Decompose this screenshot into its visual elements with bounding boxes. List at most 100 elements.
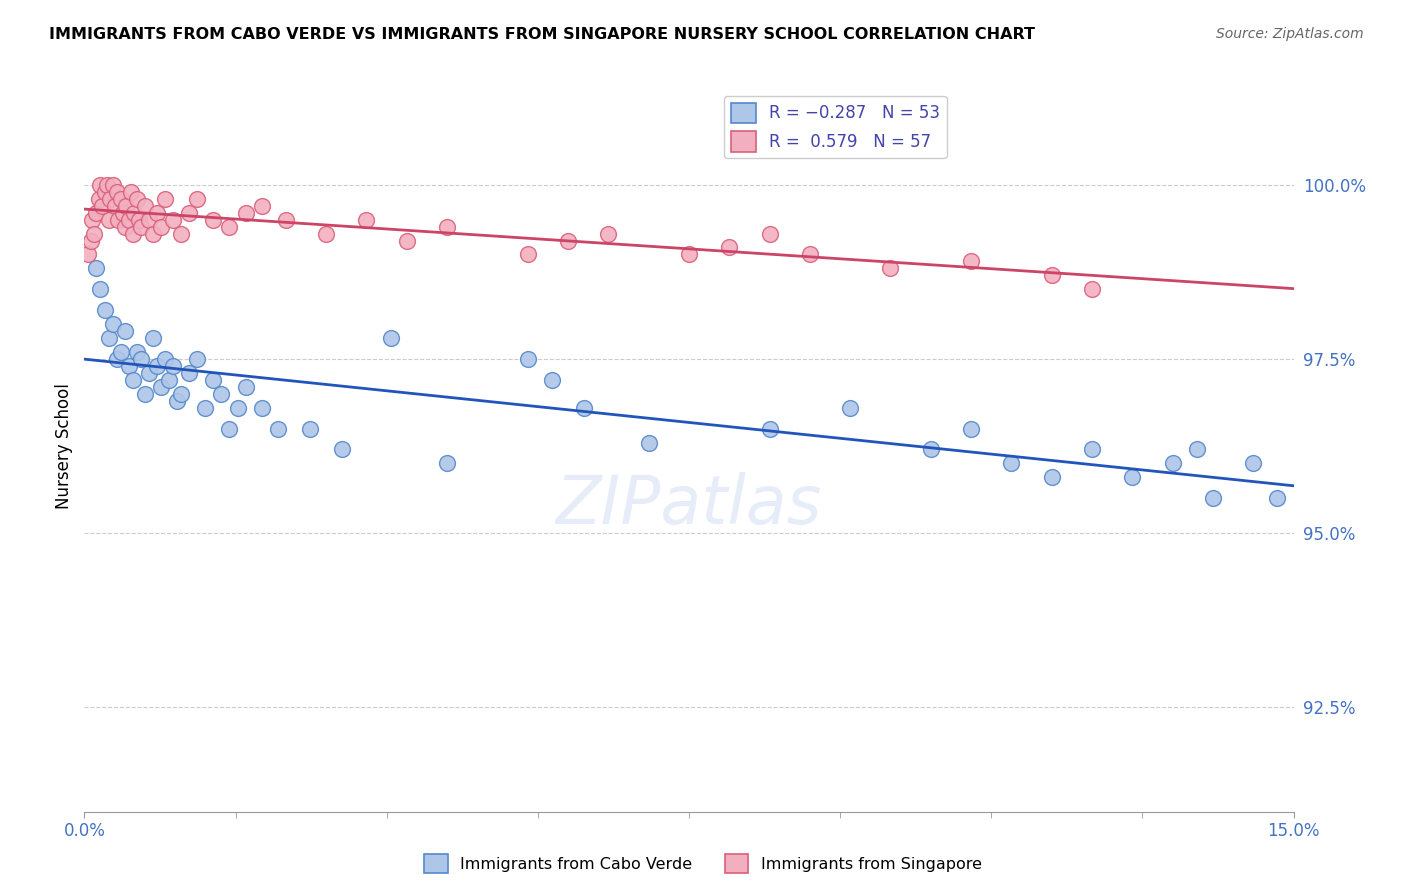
Point	[114, 219, 136, 234]
Point	[83, 227, 105, 241]
Text: ZIPatlas: ZIPatlas	[555, 472, 823, 538]
Point	[149, 219, 172, 234]
Point	[267, 421, 290, 435]
Point	[110, 192, 132, 206]
Point	[235, 205, 257, 219]
Point	[202, 212, 225, 227]
Point	[1040, 470, 1063, 484]
Point	[330, 442, 353, 457]
Point	[105, 185, 128, 199]
Point	[91, 199, 114, 213]
Point	[153, 351, 176, 366]
Point	[93, 303, 115, 318]
Point	[1040, 268, 1063, 283]
Y-axis label: Nursery School: Nursery School	[55, 383, 73, 509]
Point	[250, 199, 273, 213]
Point	[162, 359, 184, 373]
Point	[395, 234, 418, 248]
Point	[274, 212, 297, 227]
Point	[120, 185, 142, 199]
Point	[839, 401, 862, 415]
Point	[209, 386, 232, 401]
Point	[97, 331, 120, 345]
Point	[218, 421, 240, 435]
Point	[186, 351, 208, 366]
Point	[162, 212, 184, 227]
Point	[121, 373, 143, 387]
Point	[134, 199, 156, 213]
Point	[598, 227, 620, 241]
Point	[436, 457, 458, 471]
Point	[82, 212, 104, 227]
Point	[879, 261, 901, 276]
Point	[516, 351, 538, 366]
Point	[112, 205, 135, 219]
Point	[356, 212, 378, 227]
Point	[541, 373, 564, 387]
Point	[380, 331, 402, 345]
Text: IMMIGRANTS FROM CABO VERDE VS IMMIGRANTS FROM SINGAPORE NURSERY SCHOOL CORRELATI: IMMIGRANTS FROM CABO VERDE VS IMMIGRANTS…	[49, 27, 1035, 42]
Point	[179, 205, 201, 219]
Point	[129, 351, 152, 366]
Point	[124, 205, 146, 219]
Point	[125, 345, 148, 359]
Point	[125, 192, 148, 206]
Point	[299, 421, 322, 435]
Point	[114, 324, 136, 338]
Point	[97, 212, 120, 227]
Point	[960, 421, 983, 435]
Point	[129, 219, 152, 234]
Point	[186, 192, 208, 206]
Point	[436, 219, 458, 234]
Point	[718, 240, 741, 254]
Point	[166, 393, 188, 408]
Point	[1267, 491, 1289, 506]
Point	[1000, 457, 1022, 471]
Point	[86, 261, 108, 276]
Point	[799, 247, 821, 261]
Point	[194, 401, 217, 415]
Point	[134, 386, 156, 401]
Point	[516, 247, 538, 261]
Point	[920, 442, 942, 457]
Point	[142, 227, 165, 241]
Point	[115, 199, 138, 213]
Point	[104, 199, 127, 213]
Point	[80, 234, 103, 248]
Point	[202, 373, 225, 387]
Point	[77, 247, 100, 261]
Point	[960, 254, 983, 268]
Point	[110, 345, 132, 359]
Point	[118, 359, 141, 373]
Legend: R = −0.287   N = 53, R =  0.579   N = 57: R = −0.287 N = 53, R = 0.579 N = 57	[724, 96, 946, 158]
Point	[557, 234, 579, 248]
Point	[153, 192, 176, 206]
Point	[218, 219, 240, 234]
Point	[1241, 457, 1264, 471]
Point	[678, 247, 700, 261]
Point	[101, 178, 124, 192]
Point	[1081, 282, 1104, 296]
Point	[121, 227, 143, 241]
Point	[637, 435, 659, 450]
Point	[1121, 470, 1143, 484]
Point	[157, 373, 180, 387]
Point	[146, 205, 169, 219]
Point	[128, 212, 150, 227]
Point	[138, 366, 160, 380]
Text: Source: ZipAtlas.com: Source: ZipAtlas.com	[1216, 27, 1364, 41]
Point	[118, 212, 141, 227]
Point	[250, 401, 273, 415]
Point	[105, 351, 128, 366]
Point	[96, 178, 118, 192]
Point	[1081, 442, 1104, 457]
Point	[758, 421, 780, 435]
Point	[235, 380, 257, 394]
Point	[1202, 491, 1225, 506]
Point	[101, 317, 124, 331]
Point	[87, 192, 110, 206]
Point	[315, 227, 337, 241]
Point	[98, 192, 121, 206]
Point	[86, 205, 108, 219]
Point	[89, 282, 111, 296]
